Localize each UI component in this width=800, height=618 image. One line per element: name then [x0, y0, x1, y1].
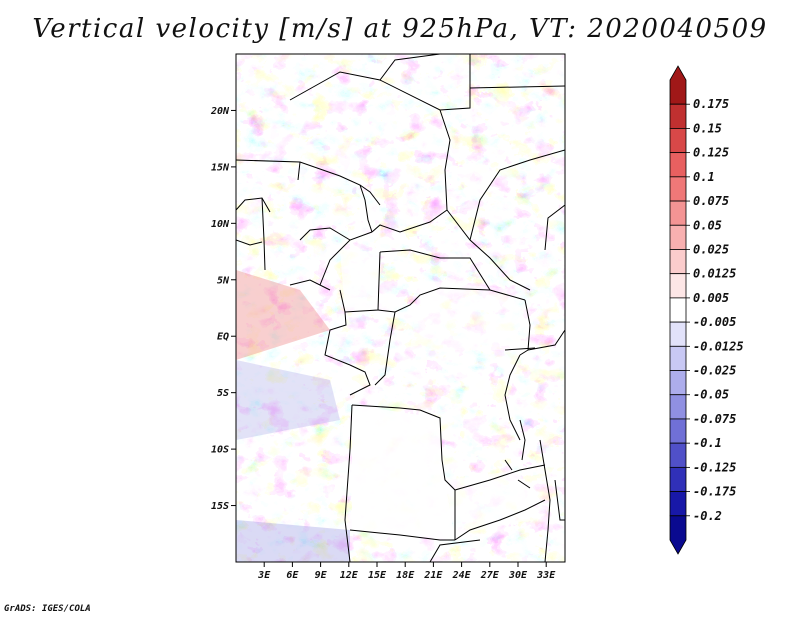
lon-tick-label: 30E: [508, 570, 528, 581]
lat-tick-label: 20N: [210, 106, 230, 117]
colorbar-swatch: [669, 442, 687, 468]
latitude-axis: 20N 15N 10N 5N EQ 5S 10S 15S: [210, 106, 236, 512]
colorbar-label: 0.0125: [693, 267, 736, 281]
lon-tick-label: 24E: [452, 570, 472, 581]
credit-text: GrADS: IGES/COLA: [4, 604, 91, 614]
colorbar-swatch: [669, 345, 687, 371]
longitude-axis: 3E 6E 9E 12E 15E 18E 21E 24E 27E 30E 33E: [257, 562, 556, 581]
colorbar-swatch: [669, 297, 687, 323]
colorbar-swatch: [669, 128, 687, 154]
colorbar-label: 0.15: [693, 121, 722, 135]
lat-tick-label: 15N: [211, 162, 230, 173]
lon-tick-label: 9E: [315, 570, 328, 581]
colorbar: 0.175 0.15 0.125 0.1 0.075 0.05 0.025 0.0125 0.0…: [669, 65, 744, 555]
lon-tick-label: 18E: [396, 570, 415, 581]
colorbar-label: -0.125: [693, 460, 736, 474]
colorbar-label: -0.1: [693, 436, 722, 450]
lat-tick-label: EQ: [217, 332, 229, 343]
colorbar-swatch: [669, 249, 687, 275]
colorbar-swatch: [669, 200, 687, 226]
colorbar-label: 0.075: [693, 194, 729, 208]
colorbar-label: 0.005: [693, 291, 729, 305]
colorbar-label: -0.05: [693, 388, 729, 402]
lon-tick-label: 12E: [340, 570, 359, 581]
country-borders: [236, 54, 565, 562]
lon-tick-label: 27E: [480, 570, 500, 581]
colorbar-swatch: [669, 224, 687, 250]
lon-tick-label: 33E: [536, 570, 556, 581]
colorbar-label: 0.025: [693, 242, 729, 256]
colorbar-swatch: [669, 176, 687, 202]
chart-title: Vertical velocity [m/s] at 925hPa, VT: 2…: [32, 14, 768, 44]
colorbar-swatch: [669, 418, 687, 444]
colorbar-label: -0.175: [693, 485, 736, 499]
colorbar-swatch: [669, 491, 687, 517]
lon-tick-label: 6E: [286, 570, 299, 581]
lat-tick-label: 5S: [217, 388, 229, 399]
colorbar-swatch: [669, 370, 687, 396]
colorbar-label: -0.075: [693, 412, 736, 426]
colorbar-label: -0.005: [693, 315, 736, 329]
lat-tick-label: 10N: [211, 219, 230, 230]
colorbar-swatch: [669, 65, 687, 105]
lat-tick-label: 10S: [211, 445, 229, 456]
colorbar-swatch: [669, 273, 687, 299]
colorbar-label: 0.1: [693, 170, 715, 184]
colorbar-label: 0.05: [693, 218, 722, 232]
lat-tick-label: 15S: [211, 501, 229, 512]
colorbar-swatch: [669, 321, 687, 347]
colorbar-label: 0.125: [693, 146, 729, 160]
map-frame: [235, 53, 566, 563]
colorbar-swatch: [669, 466, 687, 492]
colorbar-label: 0.175: [693, 97, 729, 111]
lon-tick-label: 21E: [423, 570, 443, 581]
colorbar-swatch: [669, 152, 687, 178]
velocity-field: [236, 54, 565, 562]
colorbar-swatch: [669, 515, 687, 555]
colorbar-label: -0.2: [693, 509, 722, 523]
colorbar-label: -0.0125: [693, 339, 744, 353]
colorbar-swatch: [669, 394, 687, 420]
colorbar-label: -0.025: [693, 364, 736, 378]
colorbar-swatch: [669, 103, 687, 129]
lon-tick-label: 3E: [257, 570, 271, 581]
lat-tick-label: 5N: [217, 275, 230, 286]
lon-tick-label: 15E: [368, 570, 387, 581]
